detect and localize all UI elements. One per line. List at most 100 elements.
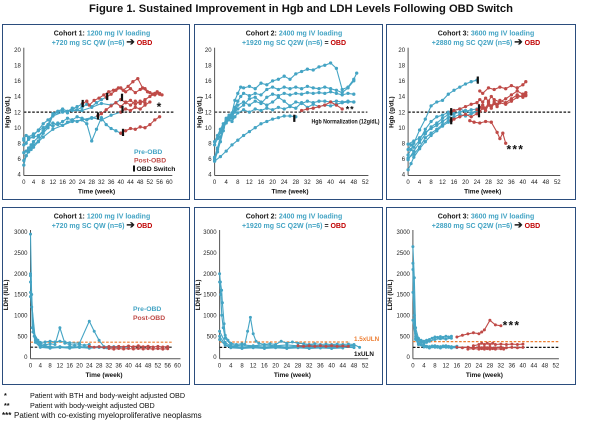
svg-text:16: 16	[450, 180, 457, 186]
svg-text:10: 10	[205, 125, 212, 131]
svg-text:52: 52	[146, 180, 153, 186]
svg-text:18: 18	[205, 63, 212, 69]
svg-text:44: 44	[127, 180, 134, 186]
svg-text:8: 8	[41, 180, 45, 186]
svg-text:28: 28	[486, 363, 493, 369]
svg-text:12: 12	[205, 110, 212, 116]
svg-text:20: 20	[269, 180, 276, 186]
svg-text:0: 0	[406, 180, 410, 186]
svg-text:44: 44	[339, 363, 346, 369]
svg-text:8: 8	[429, 180, 433, 186]
svg-text:Time (week): Time (week)	[271, 188, 308, 195]
svg-text:52: 52	[552, 363, 559, 369]
svg-text:Time (week): Time (week)	[274, 371, 311, 378]
svg-text:Cohort 2: 2400 mg IV loading: Cohort 2: 2400 mg IV loading	[246, 213, 342, 220]
svg-text:4: 4	[225, 180, 229, 186]
svg-text:12: 12	[14, 110, 21, 116]
svg-text:Post-OBD: Post-OBD	[133, 315, 165, 322]
svg-text:20: 20	[462, 180, 469, 186]
svg-text:32: 32	[496, 180, 503, 186]
svg-text:OBD Switch: OBD Switch	[136, 166, 175, 173]
svg-text:16: 16	[261, 363, 268, 369]
svg-text:0: 0	[28, 363, 32, 369]
svg-text:40: 40	[519, 363, 526, 369]
svg-text:8: 8	[48, 363, 52, 369]
svg-text:60: 60	[165, 180, 172, 186]
svg-text:4: 4	[31, 180, 35, 186]
svg-text:12: 12	[439, 180, 446, 186]
svg-text:52: 52	[154, 363, 161, 369]
svg-text:Cohort 1: 1200 mg IV loading: Cohort 1: 1200 mg IV loading	[53, 213, 149, 220]
svg-text:8: 8	[17, 141, 21, 147]
svg-text:Pre-OBD: Pre-OBD	[134, 149, 162, 156]
svg-text:14: 14	[398, 94, 405, 100]
svg-text:12: 12	[49, 180, 56, 186]
svg-text:48: 48	[542, 180, 549, 186]
svg-text:3000: 3000	[14, 230, 28, 236]
svg-text:0: 0	[218, 363, 222, 369]
svg-text:56: 56	[164, 363, 171, 369]
svg-text:+1920 mg SC Q2W (n=6) = OBD: +1920 mg SC Q2W (n=6) = OBD	[242, 40, 346, 47]
svg-text:20: 20	[76, 363, 83, 369]
svg-text:36: 36	[317, 363, 324, 369]
svg-text:2500: 2500	[203, 251, 217, 257]
svg-text:+1920 mg SC Q2W (n=6) = OBD: +1920 mg SC Q2W (n=6) = OBD	[242, 223, 346, 230]
svg-text:+2880 mg SC Q2W (n=6) ➔ OBD: +2880 mg SC Q2W (n=6) ➔ OBD	[431, 220, 539, 231]
svg-text:1500: 1500	[203, 292, 217, 298]
svg-text:Pre-OBD: Pre-OBD	[133, 306, 161, 313]
svg-text:*: *	[156, 100, 161, 114]
svg-text:28: 28	[485, 180, 492, 186]
svg-text:6: 6	[208, 157, 212, 163]
svg-text:6: 6	[17, 157, 21, 163]
svg-text:4: 4	[17, 172, 21, 178]
svg-text:8: 8	[236, 180, 240, 186]
svg-text:0: 0	[22, 180, 26, 186]
svg-text:52: 52	[362, 363, 369, 369]
svg-text:48: 48	[144, 363, 151, 369]
svg-text:**: **	[346, 104, 355, 114]
svg-text:1000: 1000	[14, 313, 28, 319]
svg-text:16: 16	[453, 363, 460, 369]
svg-text:44: 44	[134, 363, 141, 369]
svg-text:500: 500	[207, 334, 218, 340]
svg-text:8: 8	[208, 141, 212, 147]
svg-text:+720 mg SC QW (n=6) ➔ OBD: +720 mg SC QW (n=6) ➔ OBD	[51, 37, 152, 48]
svg-text:60: 60	[174, 363, 181, 369]
svg-text:28: 28	[95, 363, 102, 369]
svg-text:36: 36	[107, 180, 114, 186]
svg-text:8: 8	[240, 363, 244, 369]
svg-text:3000: 3000	[396, 230, 410, 236]
svg-text:3000: 3000	[203, 230, 217, 236]
svg-text:4: 4	[401, 172, 405, 178]
svg-text:Hgb Normalization (12g/dL): Hgb Normalization (12g/dL)	[312, 118, 380, 125]
svg-text:32: 32	[98, 180, 105, 186]
svg-text:Time (week): Time (week)	[464, 188, 501, 195]
svg-text:12: 12	[398, 110, 405, 116]
svg-text:1.5xULN: 1.5xULN	[354, 336, 380, 343]
svg-text:Cohort 1: 1200 mg IV loading: Cohort 1: 1200 mg IV loading	[53, 30, 149, 37]
svg-text:500: 500	[17, 334, 28, 340]
svg-text:40: 40	[327, 180, 334, 186]
svg-text:16: 16	[66, 363, 73, 369]
svg-text:Time (week): Time (week)	[465, 371, 502, 378]
svg-text:2000: 2000	[14, 271, 28, 277]
svg-text:36: 36	[508, 363, 515, 369]
svg-text:1xULN: 1xULN	[354, 351, 374, 358]
svg-text:44: 44	[339, 180, 346, 186]
svg-text:32: 32	[497, 363, 504, 369]
svg-text:0: 0	[24, 355, 28, 361]
svg-text:2500: 2500	[396, 251, 410, 257]
svg-text:24: 24	[281, 180, 288, 186]
svg-text:28: 28	[292, 180, 299, 186]
svg-text:40: 40	[117, 180, 124, 186]
svg-text:32: 32	[306, 363, 313, 369]
svg-text:Time (week): Time (week)	[78, 188, 115, 195]
svg-text:20: 20	[205, 47, 212, 53]
svg-text:+720 mg SC QW (n=6) ➔ OBD: +720 mg SC QW (n=6) ➔ OBD	[51, 220, 152, 231]
svg-text:Cohort 3: 3600 mg IV loading: Cohort 3: 3600 mg IV loading	[437, 213, 533, 220]
svg-text:24: 24	[473, 180, 480, 186]
svg-text:Hgb (g/dL): Hgb (g/dL)	[197, 96, 204, 127]
svg-text:52: 52	[553, 180, 560, 186]
svg-text:1000: 1000	[396, 313, 410, 319]
svg-text:20: 20	[272, 363, 279, 369]
